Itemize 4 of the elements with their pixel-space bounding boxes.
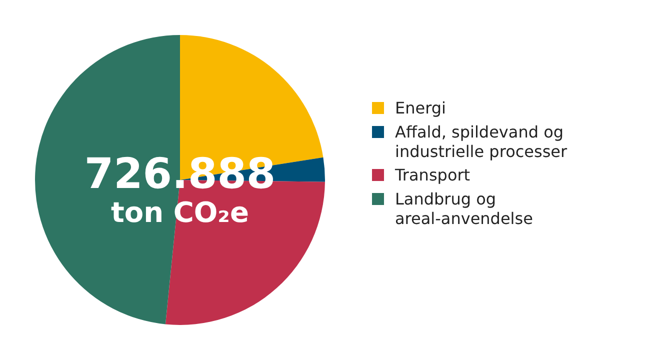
- legend-label: Energi: [395, 98, 446, 118]
- legend-label: Affald, spildevand og industrielle processer: [395, 122, 568, 161]
- legend-label: Landbrug og areal-anvendelse: [395, 190, 533, 228]
- legend-label: Transport: [394, 166, 470, 185]
